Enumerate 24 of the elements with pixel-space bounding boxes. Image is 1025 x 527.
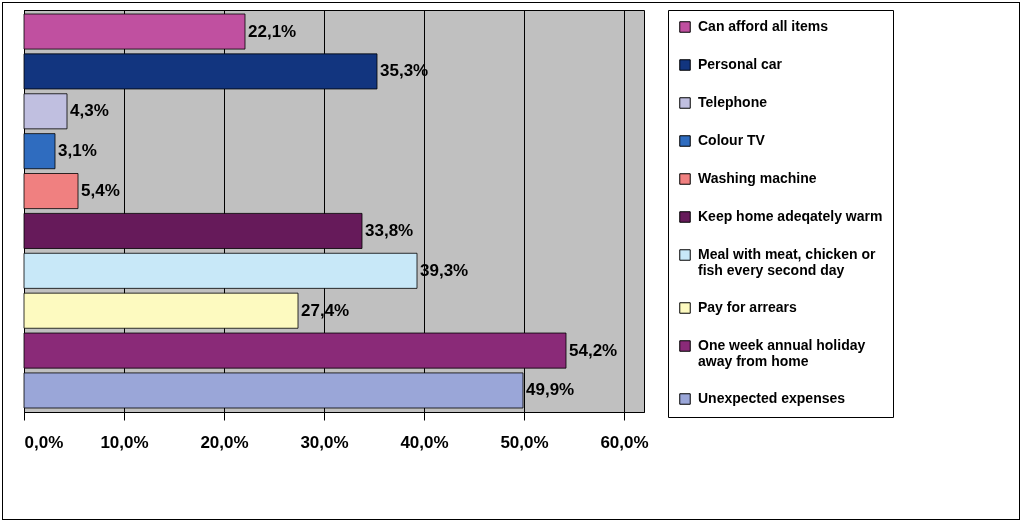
x-tick-label: 10,0% [100, 432, 149, 452]
legend-label: Personal car [698, 56, 783, 72]
legend-label: Washing machine [698, 170, 817, 186]
data-label: 3,1% [58, 141, 97, 161]
legend-label: Colour TV [698, 132, 766, 148]
data-label: 5,4% [81, 181, 120, 201]
data-label: 49,9% [526, 380, 575, 400]
x-tick-label: 20,0% [200, 432, 249, 452]
x-tick-label: 30,0% [300, 432, 349, 452]
data-label: 22,1% [248, 21, 297, 41]
legend-label: Unexpected expenses [698, 390, 846, 406]
legend-label: Keep home adeqately warm [698, 208, 883, 224]
legend-label: Can afford all items [698, 18, 829, 34]
x-tick-label: 40,0% [400, 432, 449, 452]
data-label: 54,2% [569, 340, 618, 360]
legend-label: Meal with meat, chicken or fish every second day [698, 246, 876, 278]
x-tick-label: 60,0% [600, 432, 649, 452]
data-label: 33,8% [365, 220, 414, 240]
legend-label: Telephone [698, 94, 768, 110]
x-tick-label: 0,0% [24, 432, 64, 452]
x-tick-label: 50,0% [500, 432, 549, 452]
legend-label: Pay for arrears [698, 299, 798, 315]
data-label: 4,3% [70, 101, 109, 121]
legend-label: One week annual holiday away from home [698, 337, 866, 369]
